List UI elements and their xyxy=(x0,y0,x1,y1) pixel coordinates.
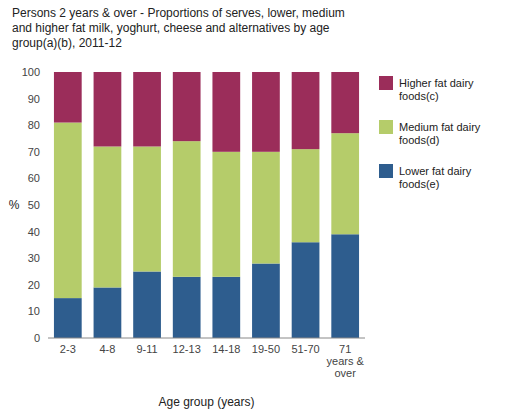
bar-segment xyxy=(292,149,320,242)
bar-segment xyxy=(133,272,161,339)
x-axis: 2-3 4-8 9-11 12-13 14-18 19-50 51-70 71years &o… xyxy=(60,343,365,379)
legend-swatch xyxy=(379,120,393,134)
x-tick-label: 51-70 xyxy=(291,343,319,355)
legend-swatch xyxy=(379,164,393,178)
x-tick-label: 71years &over xyxy=(327,343,365,379)
y-tick-label: 10 xyxy=(28,305,40,317)
x-axis-line xyxy=(48,338,365,339)
text-line: foods(c) xyxy=(399,90,439,102)
x-tick-label: 14-18 xyxy=(212,343,240,355)
y-tick-label: 20 xyxy=(28,279,40,291)
bar-segment xyxy=(252,152,280,264)
y-tick-label: 90 xyxy=(28,93,40,105)
bar-segment xyxy=(173,141,201,277)
legend-label: Medium fat dairyfoods(d) xyxy=(399,121,481,146)
y-tick-label: 60 xyxy=(28,172,40,184)
title: Persons 2 years & over - Proportions of … xyxy=(12,6,345,50)
text-line: 12-13 xyxy=(173,343,201,355)
bar-segment xyxy=(252,72,280,152)
text-line: and higher fat milk, yoghurt, cheese and… xyxy=(12,21,330,35)
text-line: over xyxy=(334,367,356,379)
bar-segment xyxy=(54,72,82,123)
x-tick-label: 2-3 xyxy=(60,343,76,355)
text-line: 9-11 xyxy=(136,343,157,355)
bar-segment xyxy=(94,287,122,338)
text-line: 71 xyxy=(339,343,351,355)
y-axis-label: % xyxy=(9,198,20,212)
legend: Higher fat dairyfoods(c) Medium fat dairy… xyxy=(379,76,481,190)
y-tick-label: 70 xyxy=(28,146,40,158)
chart-svg: Persons 2 years & over - Proportions of … xyxy=(0,0,525,415)
x-tick-label: 4-8 xyxy=(99,343,115,355)
text-line: group(a)(b), 2011-12 xyxy=(12,36,122,50)
text-line: Higher fat dairy xyxy=(399,77,474,89)
text-line: Persons 2 years & over - Proportions of … xyxy=(12,6,345,20)
x-axis-label: Age group (years) xyxy=(158,395,254,409)
bar-segment xyxy=(331,72,359,133)
x-tick-label: 9-11 xyxy=(136,343,157,355)
bar-segment xyxy=(133,146,161,271)
y-tick-label: 30 xyxy=(28,252,40,264)
bar-segment xyxy=(252,264,280,338)
y-axis: 0 10 20 30 40 50 60 70 80 90 100 xyxy=(22,66,40,344)
bar-segment xyxy=(212,277,240,338)
x-tick-label: 12-13 xyxy=(173,343,201,355)
bar-segment xyxy=(331,234,359,338)
bar-segment xyxy=(173,72,201,141)
text-line: 51-70 xyxy=(291,343,319,355)
y-tick-label: 100 xyxy=(22,66,40,78)
bar-segment xyxy=(331,133,359,234)
bar-segment xyxy=(292,242,320,338)
bar-segment xyxy=(54,123,82,299)
bar-segment xyxy=(94,146,122,287)
bar-segment xyxy=(54,298,82,338)
bar-segment xyxy=(173,277,201,338)
text-line: 14-18 xyxy=(212,343,240,355)
chart-container: Persons 2 years & over - Proportions of … xyxy=(0,0,525,415)
y-tick-label: 50 xyxy=(28,199,40,211)
bar-segment xyxy=(94,72,122,146)
bar-segment xyxy=(292,72,320,149)
bar-segment xyxy=(212,72,240,152)
legend-label: Higher fat dairyfoods(c) xyxy=(399,77,474,102)
text-line: years & xyxy=(327,355,365,367)
text-line: foods(e) xyxy=(399,178,439,190)
x-tick-label: 19-50 xyxy=(252,343,280,355)
text-line: Lower fat dairy xyxy=(399,165,472,177)
legend-swatch xyxy=(379,76,393,90)
text-line: 19-50 xyxy=(252,343,280,355)
text-line: 2-3 xyxy=(60,343,76,355)
y-tick-label: 80 xyxy=(28,119,40,131)
y-tick-label: 40 xyxy=(28,226,40,238)
bars xyxy=(54,72,359,338)
text-line: Medium fat dairy xyxy=(399,121,481,133)
text-line: foods(d) xyxy=(399,134,439,146)
bar-segment xyxy=(133,72,161,146)
bar-segment xyxy=(212,152,240,277)
text-line: 4-8 xyxy=(99,343,115,355)
y-tick-label: 0 xyxy=(34,332,40,344)
legend-label: Lower fat dairyfoods(e) xyxy=(399,165,472,190)
